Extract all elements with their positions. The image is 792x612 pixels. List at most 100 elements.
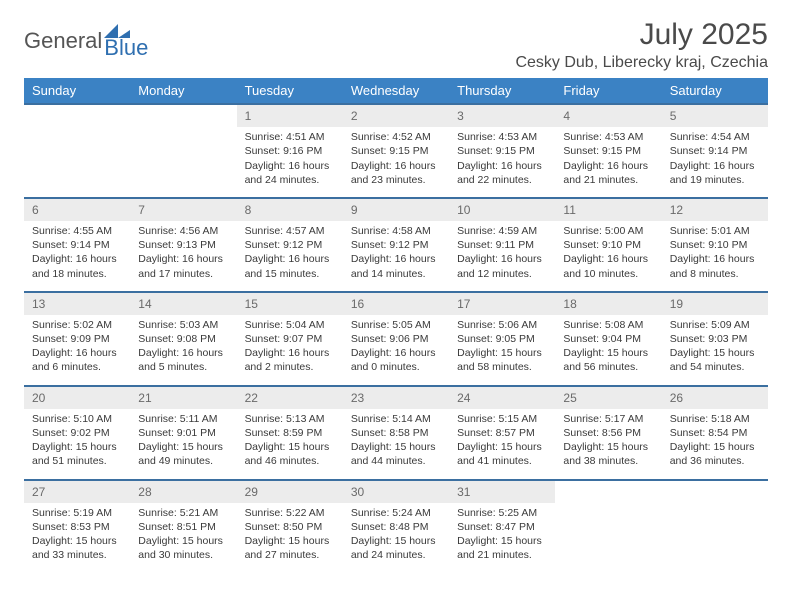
sunset: Sunset: 9:16 PM [245,144,335,158]
day-number: 14 [130,293,236,315]
header: General Blue July 2025 Cesky Dub, Libere… [24,18,768,72]
daylight: Daylight: 16 hours and 24 minutes. [245,159,335,187]
calendar-cell: 21Sunrise: 5:11 AMSunset: 9:01 PMDayligh… [130,386,236,480]
daylight: Daylight: 16 hours and 23 minutes. [351,159,441,187]
calendar-cell: 18Sunrise: 5:08 AMSunset: 9:04 PMDayligh… [555,292,661,386]
sunrise: Sunrise: 4:51 AM [245,130,335,144]
day-info: Sunrise: 4:59 AMSunset: 9:11 PMDaylight:… [449,221,555,291]
sunrise: Sunrise: 4:53 AM [563,130,653,144]
sunrise: Sunrise: 5:01 AM [670,224,760,238]
day-info: Sunrise: 5:03 AMSunset: 9:08 PMDaylight:… [130,315,236,385]
calendar-cell: 29Sunrise: 5:22 AMSunset: 8:50 PMDayligh… [237,480,343,573]
daylight: Daylight: 16 hours and 12 minutes. [457,252,547,280]
calendar-cell: 10Sunrise: 4:59 AMSunset: 9:11 PMDayligh… [449,198,555,292]
calendar-cell: 13Sunrise: 5:02 AMSunset: 9:09 PMDayligh… [24,292,130,386]
daylight: Daylight: 15 hours and 44 minutes. [351,440,441,468]
day-number: 9 [343,199,449,221]
logo-word1: General [24,28,102,54]
sunrise: Sunrise: 4:58 AM [351,224,441,238]
day-info: Sunrise: 5:13 AMSunset: 8:59 PMDaylight:… [237,409,343,479]
day-number: 6 [24,199,130,221]
calendar-table: Sunday Monday Tuesday Wednesday Thursday… [24,78,768,572]
sunrise: Sunrise: 5:08 AM [563,318,653,332]
calendar-cell: 14Sunrise: 5:03 AMSunset: 9:08 PMDayligh… [130,292,236,386]
day-number: 7 [130,199,236,221]
calendar-cell: 8Sunrise: 4:57 AMSunset: 9:12 PMDaylight… [237,198,343,292]
day-number: 22 [237,387,343,409]
daylight: Daylight: 16 hours and 14 minutes. [351,252,441,280]
day-number: 19 [662,293,768,315]
daylight: Daylight: 15 hours and 33 minutes. [32,534,122,562]
daylight: Daylight: 15 hours and 58 minutes. [457,346,547,374]
sunrise: Sunrise: 5:13 AM [245,412,335,426]
calendar-cell: 2Sunrise: 4:52 AMSunset: 9:15 PMDaylight… [343,104,449,198]
day-info: Sunrise: 4:58 AMSunset: 9:12 PMDaylight:… [343,221,449,291]
col-wednesday: Wednesday [343,78,449,104]
calendar-cell: 22Sunrise: 5:13 AMSunset: 8:59 PMDayligh… [237,386,343,480]
day-number: 10 [449,199,555,221]
logo-mark: Blue [104,24,148,58]
daylight: Daylight: 16 hours and 21 minutes. [563,159,653,187]
calendar-cell: 17Sunrise: 5:06 AMSunset: 9:05 PMDayligh… [449,292,555,386]
daylight: Daylight: 15 hours and 46 minutes. [245,440,335,468]
sunrise: Sunrise: 4:54 AM [670,130,760,144]
day-number: 21 [130,387,236,409]
day-number: 5 [662,105,768,127]
sunrise: Sunrise: 4:57 AM [245,224,335,238]
sunset: Sunset: 9:09 PM [32,332,122,346]
daylight: Daylight: 16 hours and 19 minutes. [670,159,760,187]
day-number: 23 [343,387,449,409]
day-info: Sunrise: 5:17 AMSunset: 8:56 PMDaylight:… [555,409,661,479]
sunset: Sunset: 9:03 PM [670,332,760,346]
daylight: Daylight: 16 hours and 5 minutes. [138,346,228,374]
sunrise: Sunrise: 5:02 AM [32,318,122,332]
sunrise: Sunrise: 5:04 AM [245,318,335,332]
calendar-cell: 16Sunrise: 5:05 AMSunset: 9:06 PMDayligh… [343,292,449,386]
day-info: Sunrise: 5:25 AMSunset: 8:47 PMDaylight:… [449,503,555,573]
day-info: Sunrise: 5:11 AMSunset: 9:01 PMDaylight:… [130,409,236,479]
day-number: 8 [237,199,343,221]
day-info: Sunrise: 4:55 AMSunset: 9:14 PMDaylight:… [24,221,130,291]
calendar-cell: 11Sunrise: 5:00 AMSunset: 9:10 PMDayligh… [555,198,661,292]
calendar-cell: 1Sunrise: 4:51 AMSunset: 9:16 PMDaylight… [237,104,343,198]
sunrise: Sunrise: 5:18 AM [670,412,760,426]
sunset: Sunset: 9:11 PM [457,238,547,252]
calendar-row: 20Sunrise: 5:10 AMSunset: 9:02 PMDayligh… [24,386,768,480]
col-thursday: Thursday [449,78,555,104]
col-tuesday: Tuesday [237,78,343,104]
daylight: Daylight: 15 hours and 27 minutes. [245,534,335,562]
sunrise: Sunrise: 4:53 AM [457,130,547,144]
daylight: Daylight: 16 hours and 17 minutes. [138,252,228,280]
title-block: July 2025 Cesky Dub, Liberecky kraj, Cze… [515,18,768,72]
calendar-cell: 3Sunrise: 4:53 AMSunset: 9:15 PMDaylight… [449,104,555,198]
calendar-row: 13Sunrise: 5:02 AMSunset: 9:09 PMDayligh… [24,292,768,386]
calendar-cell [24,104,130,198]
daylight: Daylight: 16 hours and 18 minutes. [32,252,122,280]
calendar-head: Sunday Monday Tuesday Wednesday Thursday… [24,78,768,104]
day-number: 3 [449,105,555,127]
day-info: Sunrise: 4:57 AMSunset: 9:12 PMDaylight:… [237,221,343,291]
day-number: 2 [343,105,449,127]
sunset: Sunset: 9:02 PM [32,426,122,440]
daylight: Daylight: 16 hours and 8 minutes. [670,252,760,280]
daylight: Daylight: 15 hours and 30 minutes. [138,534,228,562]
calendar-cell: 31Sunrise: 5:25 AMSunset: 8:47 PMDayligh… [449,480,555,573]
sunset: Sunset: 8:48 PM [351,520,441,534]
calendar-cell: 12Sunrise: 5:01 AMSunset: 9:10 PMDayligh… [662,198,768,292]
daylight: Daylight: 15 hours and 54 minutes. [670,346,760,374]
day-info: Sunrise: 5:08 AMSunset: 9:04 PMDaylight:… [555,315,661,385]
day-info: Sunrise: 5:24 AMSunset: 8:48 PMDaylight:… [343,503,449,573]
sunrise: Sunrise: 4:59 AM [457,224,547,238]
daylight: Daylight: 15 hours and 21 minutes. [457,534,547,562]
day-number: 24 [449,387,555,409]
sunrise: Sunrise: 5:03 AM [138,318,228,332]
sunset: Sunset: 9:01 PM [138,426,228,440]
sunset: Sunset: 9:07 PM [245,332,335,346]
daylight: Daylight: 16 hours and 10 minutes. [563,252,653,280]
day-info: Sunrise: 4:52 AMSunset: 9:15 PMDaylight:… [343,127,449,197]
sunrise: Sunrise: 5:14 AM [351,412,441,426]
sunrise: Sunrise: 5:09 AM [670,318,760,332]
day-number: 25 [555,387,661,409]
calendar-cell: 30Sunrise: 5:24 AMSunset: 8:48 PMDayligh… [343,480,449,573]
calendar-cell: 28Sunrise: 5:21 AMSunset: 8:51 PMDayligh… [130,480,236,573]
